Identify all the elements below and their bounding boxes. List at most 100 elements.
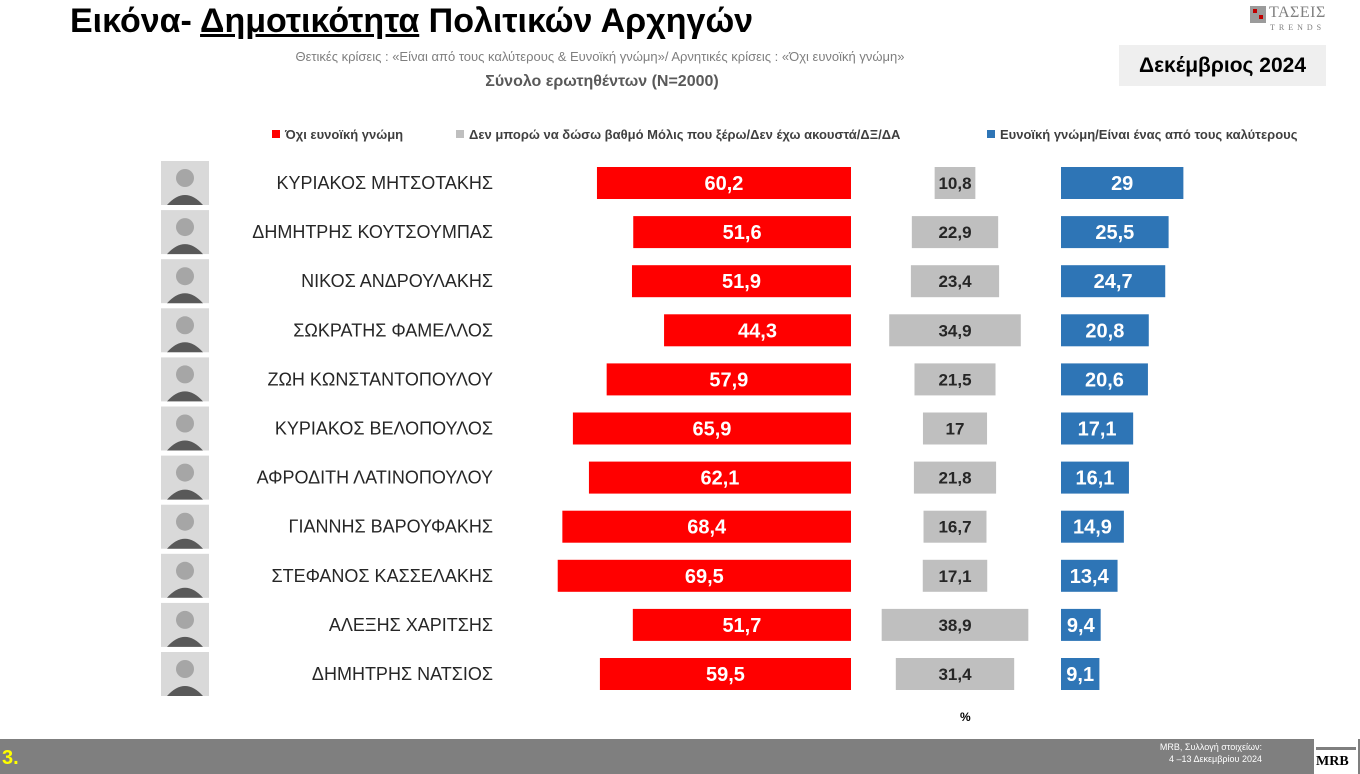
bar-neutral-8	[922, 559, 988, 592]
leader-photo-9	[161, 602, 209, 647]
legend-swatch-neutral	[456, 130, 464, 138]
value-label-positive-7: 14,9	[1073, 517, 1112, 539]
avatar-body-icon-4	[167, 391, 203, 402]
value-label-positive-6: 16,1	[1076, 468, 1115, 490]
date-badge: Δεκέμβριος 2024	[1119, 45, 1326, 86]
category-label-8: ΣΤΕΦΑΝΟΣ ΚΑΣΣΕΛΑΚΗΣ	[271, 566, 493, 586]
avatar-head-icon-9	[176, 610, 194, 629]
footer-bar: 3. MRB, Συλλογή στοιχείων: 4 –13 Δεκεμβρ…	[0, 739, 1360, 774]
source-note: MRB, Συλλογή στοιχείων: 4 –13 Δεκεμβρίου…	[1159, 742, 1262, 764]
avatar-body-icon-2	[167, 293, 203, 304]
value-label-negative-1: 51,6	[723, 222, 762, 244]
bar-negative-8	[557, 559, 851, 592]
value-label-neutral-9: 38,9	[938, 616, 971, 635]
mrb-logo: MRB	[1314, 739, 1358, 774]
category-label-4: ΖΩΗ ΚΩΝΣΤΑΝΤΟΠΟΥΛΟΥ	[267, 369, 493, 389]
legend-label-negative: Όχι ευνοϊκή γνώμη	[285, 127, 404, 142]
avatar-head-icon-10	[176, 660, 194, 678]
value-label-negative-6: 62,1	[701, 468, 740, 490]
value-label-positive-2: 24,7	[1094, 271, 1133, 293]
mrb-logo-text: MRB	[1316, 754, 1349, 769]
avatar-body-icon-9	[167, 636, 203, 647]
value-label-positive-4: 20,6	[1085, 369, 1124, 391]
chart-subtitle: Θετικές κρίσεις : «Είναι από τους καλύτε…	[295, 49, 905, 64]
bar-positive-2	[1061, 265, 1166, 298]
bar-positive-1	[1061, 216, 1169, 249]
bar-neutral-1	[911, 216, 999, 249]
category-label-9: ΑΛΕΞΗΣ ΧΑΡΙΤΣΗΣ	[329, 615, 493, 635]
bar-neutral-3	[889, 314, 1021, 347]
value-label-positive-10: 9,1	[1066, 664, 1094, 686]
value-label-negative-7: 68,4	[687, 517, 727, 539]
bar-negative-5	[572, 412, 851, 445]
legend-item-neutral: Δεν μπορώ να δώσω βαθμό Μόλις που ξέρω/Δ…	[456, 127, 900, 142]
bar-neutral-6	[913, 461, 997, 494]
bar-neutral-4	[914, 363, 996, 396]
value-label-negative-8: 69,5	[685, 566, 724, 588]
leader-photo-5	[161, 406, 209, 451]
avatar-head-icon-0	[176, 169, 194, 187]
brand-logo: ΤΑΣΕΙΣ TRENDS	[1250, 4, 1350, 34]
value-label-positive-8: 13,4	[1070, 566, 1110, 588]
value-label-negative-5: 65,9	[692, 419, 731, 441]
bar-neutral-10	[895, 658, 1015, 690]
avatar-head-icon-8	[176, 561, 194, 580]
avatar-body-icon-1	[167, 244, 203, 255]
bar-positive-10	[1061, 658, 1100, 690]
legend-item-positive: Ευνοϊκή γνώμη/Είναι ένας από τους καλύτε…	[987, 127, 1297, 142]
leader-photo-0	[161, 161, 209, 205]
leader-photo-1	[161, 210, 209, 255]
avatar-body-icon-5	[167, 440, 203, 451]
leader-photo-10	[161, 652, 209, 696]
value-label-neutral-2: 23,4	[938, 272, 972, 291]
bar-negative-4	[606, 363, 851, 396]
value-label-negative-0: 60,2	[705, 173, 744, 195]
legend-swatch-negative	[272, 130, 280, 138]
category-label-10: ΔΗΜΗΤΡΗΣ ΝΑΤΣΙΟΣ	[312, 664, 493, 684]
value-label-neutral-4: 21,5	[938, 370, 971, 389]
category-label-0: ΚΥΡΙΑΚΟΣ ΜΗΤΣΟΤΑΚΗΣ	[276, 173, 493, 193]
bar-negative-10	[599, 658, 851, 690]
leader-photo-3	[161, 308, 209, 353]
category-label-6: ΑΦΡΟΔΙΤΗ ΛΑΤΙΝΟΠΟΥΛΟΥ	[257, 468, 493, 488]
leader-photo-2	[161, 259, 209, 304]
avatar-body-icon-10	[167, 686, 203, 696]
leader-photo-4	[161, 357, 209, 402]
bar-neutral-7	[923, 510, 987, 543]
bar-neutral-5	[922, 412, 988, 445]
value-label-neutral-1: 22,9	[938, 223, 971, 242]
avatar-body-icon-3	[167, 342, 203, 353]
avatar-body-icon-8	[167, 587, 203, 598]
bar-negative-2	[631, 265, 851, 298]
leader-photo-8	[161, 553, 209, 598]
value-label-positive-9: 9,4	[1067, 615, 1096, 637]
value-label-positive-5: 17,1	[1078, 419, 1117, 441]
brand-sub: TRENDS	[1270, 23, 1326, 32]
bar-neutral-0	[934, 167, 976, 199]
leader-photo-7	[161, 504, 209, 549]
value-label-positive-1: 25,5	[1095, 222, 1134, 244]
bar-negative-7	[562, 510, 851, 543]
bar-positive-5	[1061, 412, 1134, 445]
avatar-body-icon-6	[167, 489, 203, 500]
bar-negative-1	[633, 216, 851, 249]
avatar-head-icon-3	[176, 316, 194, 335]
title-underlined: Δημοτικότητα	[200, 2, 420, 40]
value-label-neutral-6: 21,8	[938, 469, 971, 488]
bar-positive-9	[1061, 608, 1101, 641]
bar-positive-8	[1061, 559, 1118, 592]
leader-photo-6	[161, 455, 209, 500]
value-label-positive-0: 29	[1111, 173, 1133, 195]
legend-item-negative: Όχι ευνοϊκή γνώμη	[272, 127, 403, 142]
brand-name: ΤΑΣΕΙΣ	[1269, 4, 1326, 21]
bar-negative-6	[588, 461, 851, 494]
legend-label-positive: Ευνοϊκή γνώμη/Είναι ένας από τους καλύτε…	[1000, 127, 1298, 142]
bar-positive-6	[1061, 461, 1129, 494]
bar-negative-3	[664, 314, 851, 347]
value-label-neutral-8: 17,1	[938, 567, 971, 586]
bar-negative-0	[596, 167, 851, 199]
bar-neutral-9	[881, 608, 1029, 641]
avatar-body-icon-7	[167, 538, 203, 549]
value-label-neutral-0: 10,8	[938, 174, 971, 193]
value-label-negative-4: 57,9	[709, 369, 748, 391]
